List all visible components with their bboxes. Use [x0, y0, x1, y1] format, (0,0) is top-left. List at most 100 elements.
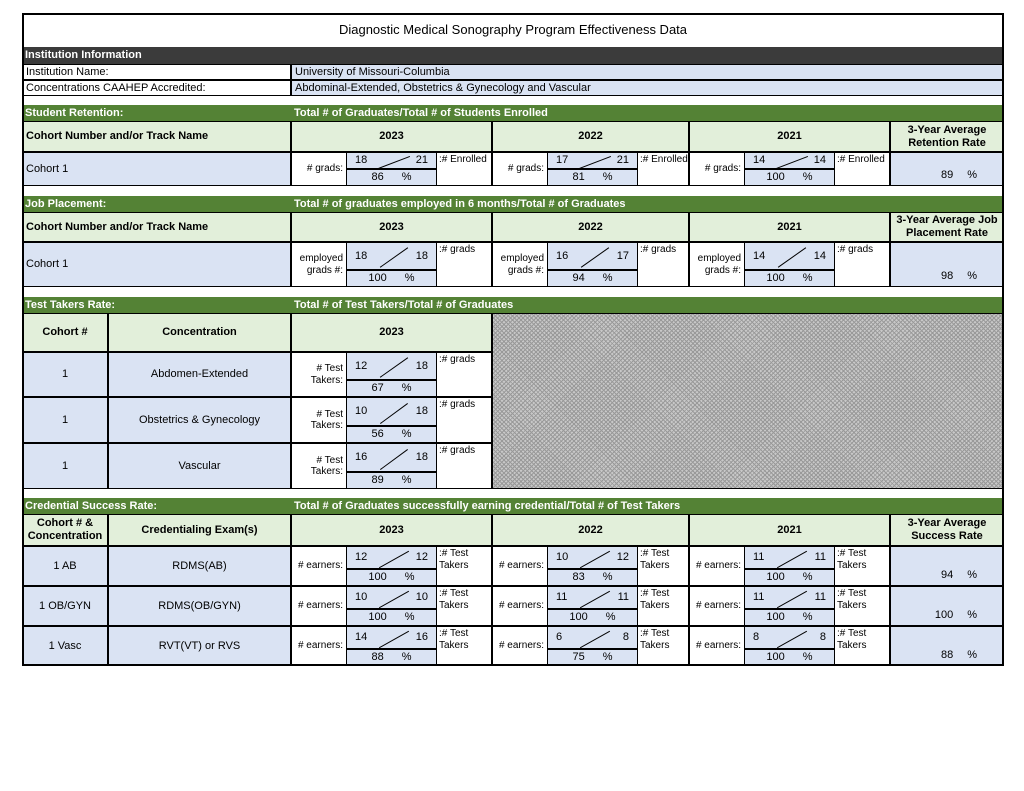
percent-value: 100 — [368, 611, 387, 624]
percent-sign: % — [602, 571, 613, 584]
percent-box: 100% — [346, 609, 437, 626]
cohort-concentration: 1 OB/GYN — [22, 586, 108, 626]
percent-sign: % — [967, 649, 977, 662]
ratio-box: 16 18 — [346, 443, 437, 472]
average-cell: 94% — [890, 546, 1004, 586]
percent-value: 81 — [572, 171, 585, 184]
percent-sign: % — [404, 611, 415, 624]
percent-value: 100 — [569, 611, 588, 624]
ratio-box: 14 16 — [346, 626, 437, 649]
denominator: 12 — [616, 551, 629, 564]
institution-name-label: Institution Name: — [22, 64, 291, 80]
right-label: :# Test Takers — [439, 548, 469, 571]
denominator: 8 — [622, 631, 629, 644]
slash-line — [580, 247, 610, 268]
cohort-concentration: 1 AB — [22, 546, 108, 586]
year-header-2023: 2023 — [291, 514, 492, 546]
ratio-box: 10 12 — [547, 546, 638, 569]
right-label: :# Test Takers — [640, 548, 670, 571]
slash-line — [378, 630, 410, 648]
concentrations-value: Abdominal-Extended, Obstetrics & Gynecol… — [291, 80, 1004, 96]
average-cell: 100% — [890, 586, 1004, 626]
percent-sign: % — [401, 651, 412, 664]
concentration-name: Vascular — [108, 443, 291, 489]
percent-box: 94% — [547, 270, 638, 287]
numerator: 14 — [753, 154, 766, 167]
year-header-2022: 2022 — [492, 514, 689, 546]
slash-line — [380, 448, 408, 470]
ratio-box: 18 18 — [346, 242, 437, 270]
section-title: Test Takers Rate: — [25, 298, 116, 311]
slash-line — [579, 630, 611, 648]
percent-sign: % — [802, 171, 813, 184]
denominator: 21 — [616, 154, 629, 167]
left-label: # earners: — [498, 560, 544, 572]
left-label: # earners: — [695, 640, 741, 652]
percent-box: 75% — [547, 649, 638, 666]
left-label: # grads: — [306, 163, 343, 175]
average-value: 88 — [940, 649, 954, 662]
exam-header: Credentialing Exam(s) — [108, 514, 291, 546]
ratio-box: 10 18 — [346, 397, 437, 426]
ratio-box: 17 21 — [547, 152, 638, 169]
percent-box: 100% — [744, 609, 835, 626]
percent-value: 100 — [766, 272, 785, 285]
cohort-number: 1 — [22, 397, 108, 443]
numerator: 6 — [556, 631, 563, 644]
left-label: # grads: — [507, 163, 544, 175]
slash-line — [777, 247, 807, 268]
left-label: # earners: — [695, 560, 741, 572]
section-title: Student Retention: — [25, 106, 124, 119]
slash-line — [776, 630, 808, 648]
institution-header: Institution Information — [22, 47, 1004, 64]
right-label: :# Test Takers — [439, 588, 469, 611]
left-label: # earners: — [695, 600, 741, 612]
percent-value: 67 — [371, 382, 384, 395]
ratio-box: 18 21 — [346, 152, 437, 169]
slash-line — [776, 550, 808, 568]
percent-value: 100 — [766, 651, 785, 664]
ratio-box: 12 12 — [346, 546, 437, 569]
denominator: 12 — [415, 551, 428, 564]
average-header: 3-Year Average Job Placement Rate — [890, 212, 1004, 242]
column-header: Cohort Number and/or Track Name — [22, 121, 291, 152]
credential-exam: RDMS(OB/GYN) — [108, 586, 291, 626]
percent-sign: % — [401, 382, 412, 395]
percent-box: 67% — [346, 380, 437, 397]
percent-sign: % — [602, 171, 613, 184]
column-header: Cohort Number and/or Track Name — [22, 212, 291, 242]
percent-sign: % — [802, 272, 813, 285]
section-description: Total # of Graduates successfully earnin… — [294, 499, 681, 512]
ratio-box: 12 18 — [346, 352, 437, 380]
percent-value: 56 — [371, 428, 384, 441]
denominator: 11 — [814, 551, 826, 564]
year-header-2021: 2021 — [689, 212, 890, 242]
year-header-2021: 2021 — [689, 121, 890, 152]
right-label: :# Test Takers — [439, 628, 469, 651]
denominator: 11 — [814, 591, 826, 604]
percent-sign: % — [967, 169, 977, 182]
percent-sign: % — [802, 651, 813, 664]
right-label: :# Test Takers — [837, 628, 867, 651]
denominator: 17 — [616, 249, 629, 262]
right-label: :# grads — [439, 244, 476, 255]
left-label: employed grads #: — [697, 253, 741, 276]
percent-box: 100% — [346, 569, 437, 586]
cohort-header: Cohort # — [22, 313, 108, 352]
year-header-2022: 2022 — [492, 121, 689, 152]
denominator: 16 — [415, 631, 428, 644]
slash-line — [379, 357, 409, 378]
right-label: :# grads — [837, 244, 874, 255]
cohort-concentration: 1 Vasc — [22, 626, 108, 666]
section-bar — [22, 105, 1004, 121]
percent-box: 100% — [547, 609, 638, 626]
right-label: :# grads — [439, 354, 476, 365]
denominator: 18 — [415, 405, 428, 418]
cohort-number: 1 — [22, 443, 108, 489]
right-label: :# grads — [640, 244, 677, 255]
slash-line — [378, 590, 410, 608]
slash-line — [578, 155, 612, 168]
percent-box: 88% — [346, 649, 437, 666]
percent-value: 100 — [766, 171, 785, 184]
